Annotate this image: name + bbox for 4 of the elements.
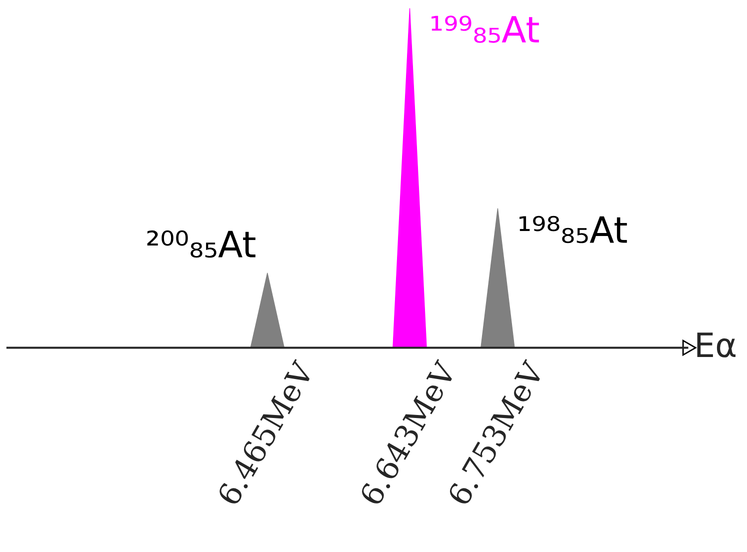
x-axis-title: Eα: [697, 332, 736, 358]
annotation: ¹⁹⁹₈₅At: [432, 16, 539, 43]
annotation: ²⁰⁰₈₅At: [147, 230, 256, 258]
annotation: ¹⁹⁸₈₅At: [520, 216, 627, 244]
